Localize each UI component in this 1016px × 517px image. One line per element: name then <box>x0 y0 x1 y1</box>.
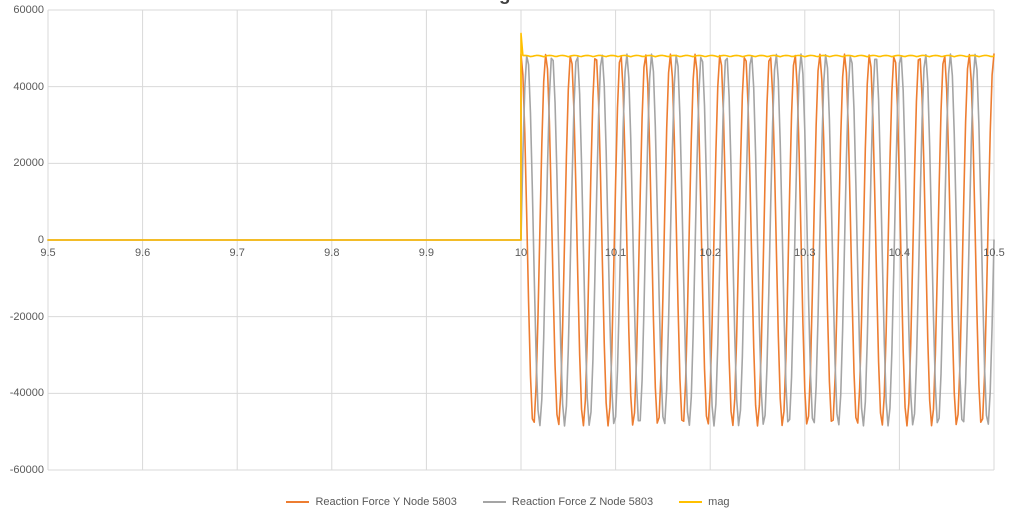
chart-title-fragment: g <box>497 0 521 4</box>
y-tick-label: 60000 <box>13 4 44 16</box>
legend-label-reaction-force-z: Reaction Force Z Node 5803 <box>511 496 654 508</box>
y-tick-label: 0 <box>37 234 44 246</box>
x-tick-label: 10.4 <box>888 247 911 259</box>
y-tick-label: -20000 <box>9 310 44 323</box>
x-tick-label: 9.8 <box>324 247 340 259</box>
x-tick-label: 10.2 <box>699 247 721 259</box>
y-tick-label: -40000 <box>9 387 44 400</box>
legend-line-swatch-orange <box>286 501 310 503</box>
clipped-left-axis-label: 0 <box>0 248 5 261</box>
legend-line-swatch-gray <box>482 501 506 503</box>
chart-title-fragment-text: g <box>499 0 511 4</box>
legend-label-mag: mag <box>708 496 730 508</box>
x-tick-label: 10 <box>514 247 528 259</box>
legend-item-reaction-force-y[interactable]: Reaction Force Y Node 5803 <box>286 496 457 508</box>
x-tick-label: 9.7 <box>229 247 245 259</box>
legend: Reaction Force Y Node 5803 Reaction Forc… <box>0 496 1016 508</box>
x-tick-label: 10.3 <box>794 247 816 259</box>
legend-label-reaction-force-y: Reaction Force Y Node 5803 <box>315 496 457 508</box>
legend-item-mag[interactable]: mag <box>679 496 730 508</box>
y-tick-label: 40000 <box>13 80 44 93</box>
x-tick-label: 10.1 <box>604 247 627 259</box>
x-tick-label: 10.5 <box>983 247 1005 259</box>
x-tick-label: 9.5 <box>40 247 56 259</box>
legend-line-swatch-gold <box>679 501 703 503</box>
x-tick-label: 9.9 <box>418 247 435 259</box>
x-tick-label: 9.6 <box>134 247 151 259</box>
y-tick-label: 20000 <box>13 157 44 170</box>
y-tick-label: -60000 <box>9 464 44 476</box>
legend-item-reaction-force-z[interactable]: Reaction Force Z Node 5803 <box>482 496 654 508</box>
